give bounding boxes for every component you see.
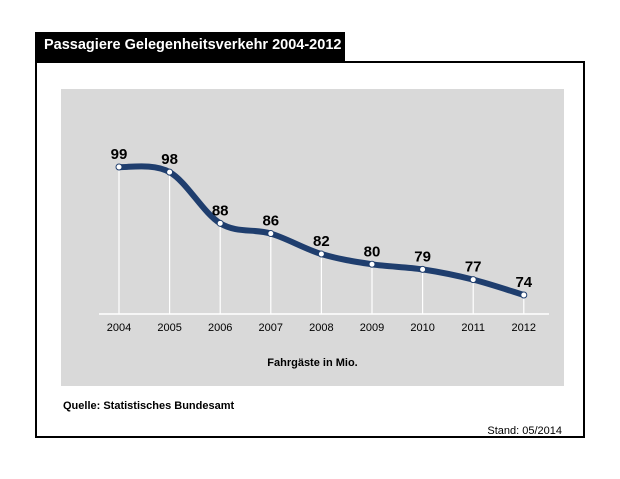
x-tick-labels: 2004 2005 2006 2007 2008 2009 2010 2011 2012 [107, 322, 536, 334]
chart-title: Passagiere Gelegenheitsverkehr 2004-2012 [35, 32, 345, 61]
x-axis-label: Fahrgäste in Mio. [267, 357, 358, 369]
x-tick-label-2009: 2009 [360, 322, 384, 334]
data-point-2004 [115, 163, 123, 171]
value-label-2004: 99 [111, 146, 128, 163]
value-labels: 99 98 88 86 82 80 79 77 74 [111, 146, 533, 291]
drop-lines [118, 167, 525, 314]
value-label-2005: 98 [161, 151, 178, 168]
value-label-2008: 82 [313, 233, 330, 250]
x-tick-label-2012: 2012 [512, 322, 536, 334]
value-label-2011: 77 [465, 259, 482, 276]
value-label-2007: 86 [262, 213, 279, 230]
data-point-2011 [469, 276, 477, 284]
value-label-2006: 88 [212, 202, 229, 219]
data-point-2010 [419, 265, 427, 273]
source-note: Quelle: Statistisches Bundesamt [63, 400, 235, 412]
data-point-2012 [520, 291, 528, 299]
x-tick-label-2007: 2007 [259, 322, 283, 334]
x-tick-label-2010: 2010 [410, 322, 434, 334]
data-point-2009 [368, 260, 376, 268]
data-point-2007 [267, 230, 275, 238]
data-point-2005 [166, 168, 174, 176]
x-tick-label-2011: 2011 [461, 322, 485, 334]
stand-date: Stand: 05/2014 [487, 425, 562, 437]
value-label-2009: 80 [364, 243, 381, 260]
x-tick-label-2006: 2006 [208, 322, 232, 334]
plot-background [61, 89, 564, 386]
value-label-2012: 74 [515, 274, 532, 291]
data-point-2006 [216, 219, 224, 227]
data-points [115, 163, 528, 299]
x-tick-label-2004: 2004 [107, 322, 131, 334]
value-label-2010: 79 [414, 248, 431, 265]
x-tick-label-2005: 2005 [157, 322, 181, 334]
data-point-2008 [317, 250, 325, 258]
x-tick-label-2008: 2008 [309, 322, 333, 334]
